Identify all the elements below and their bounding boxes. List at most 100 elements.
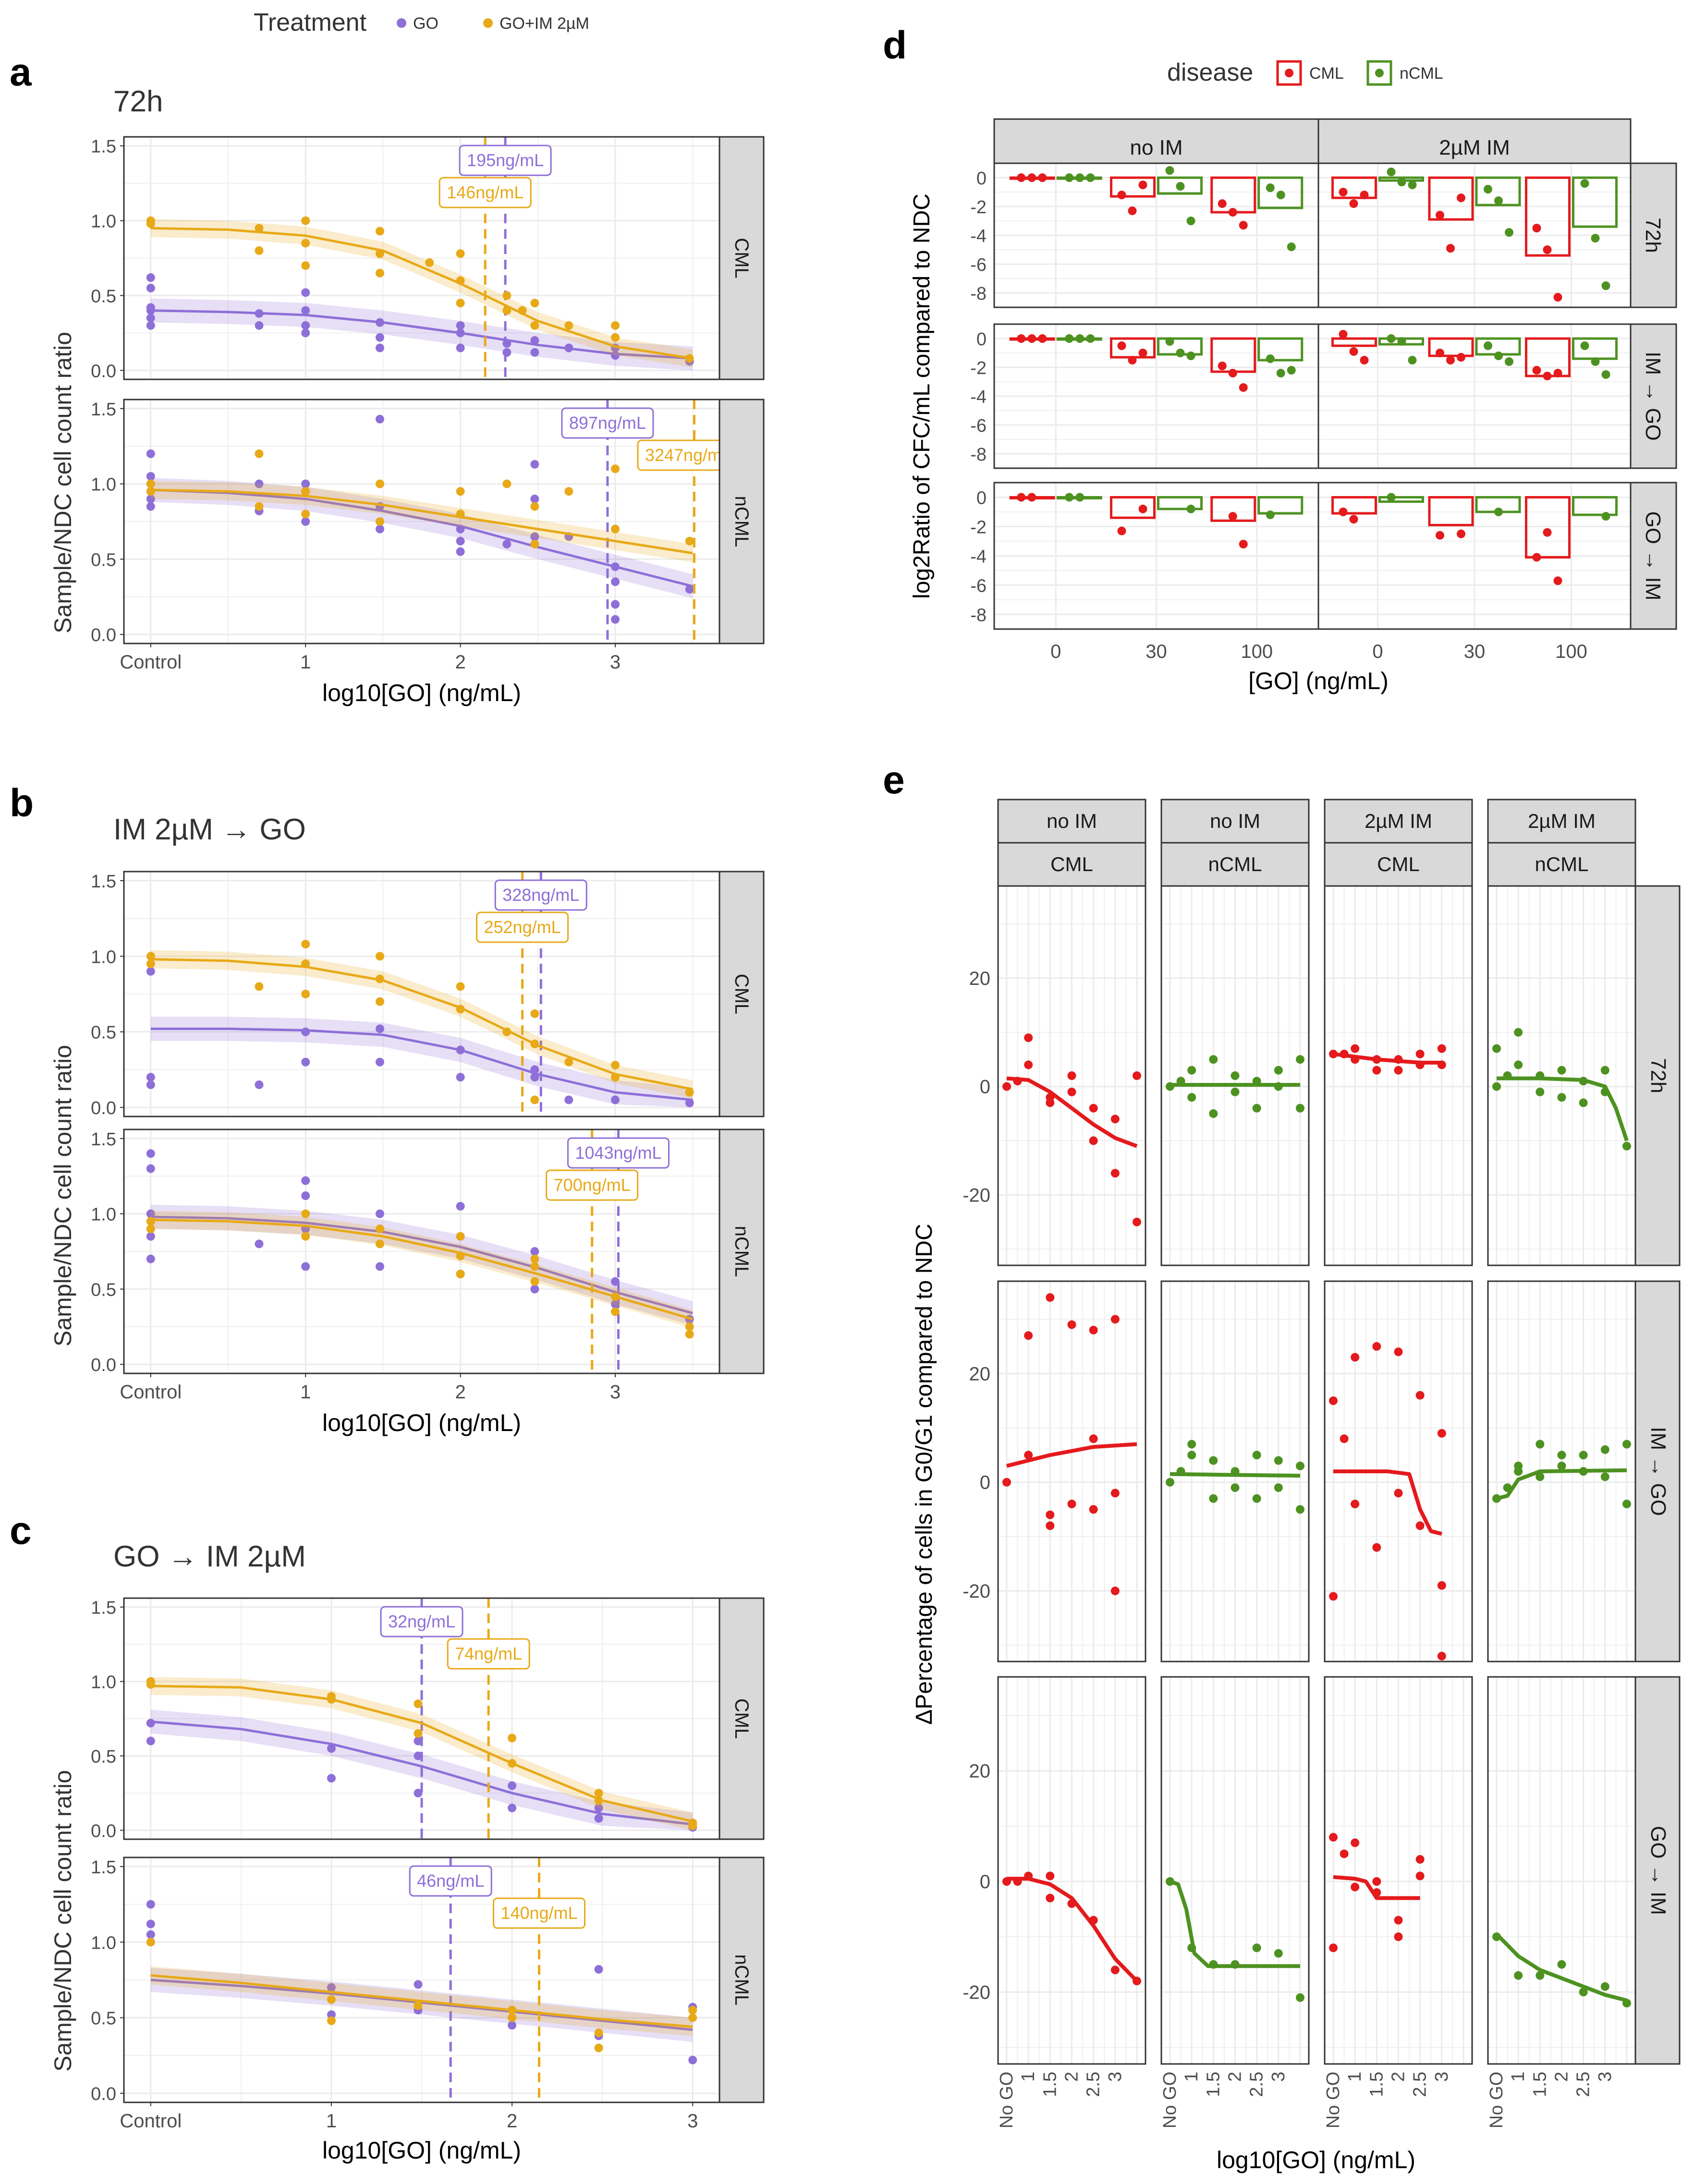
data-point-go (146, 321, 155, 330)
data-point-go (414, 1788, 423, 1797)
chart-e-panel: -20 0 20 No GO 1 1.5 2 2.5 3 (963, 1676, 1146, 2128)
ic50-label-box (494, 879, 587, 911)
data-point-goim (502, 1027, 512, 1036)
data-point-cml (1024, 1451, 1033, 1460)
x-axis-label: log10[GO] (ng/mL) (322, 679, 521, 706)
facet-strip (719, 399, 765, 644)
data-point-go (255, 479, 264, 488)
data-point-go (530, 348, 539, 357)
data-point-ncml (1600, 1472, 1609, 1481)
data-point-go (146, 1080, 155, 1089)
chart-e-panel: -20 0 20 (963, 1280, 1146, 1662)
y-tick-label: 0.0 (91, 1821, 116, 1841)
plot-border (997, 885, 1146, 1266)
data-point-ncml (1187, 1440, 1196, 1449)
data-point-cml (1349, 515, 1358, 524)
ci-ribbon-goim (150, 1677, 693, 1831)
x-tick-label: 1.5 (1530, 2072, 1550, 2097)
x-tick-label: 3 (1595, 2072, 1615, 2082)
data-point-ncml (1209, 1494, 1218, 1503)
data-point-cml (1133, 1071, 1141, 1080)
y-tick-label: -20 (963, 1581, 990, 1602)
x-tick-label: 2 (1062, 2072, 1082, 2082)
data-point-cml (1002, 1082, 1011, 1091)
data-point-ncml (1075, 173, 1085, 182)
x-tick-label: 1 (1508, 2072, 1528, 2082)
data-point-cml (1351, 1838, 1360, 1847)
data-point-go (327, 1983, 336, 1992)
data-point-go (146, 1736, 155, 1746)
data-point-ncml (1231, 1071, 1240, 1080)
fit-line-ncml (1496, 1468, 1627, 1501)
data-point-cml (1239, 540, 1248, 549)
x-tick-label: 2 (507, 2111, 517, 2132)
data-point-goim (146, 1224, 155, 1233)
data-point-goim (456, 982, 465, 991)
y-tick-label: -2 (970, 358, 987, 378)
data-point-goim (611, 333, 620, 342)
ic50-label-box (380, 1606, 463, 1638)
data-point-goim (611, 321, 620, 330)
y-tick-label: 0.5 (91, 1023, 116, 1043)
data-point-cml (1024, 1331, 1033, 1340)
x-tick-label: Control (120, 2111, 182, 2132)
data-point-ncml (1397, 337, 1406, 346)
y-tick-label: 20 (969, 1363, 991, 1384)
bar-cml (1110, 176, 1156, 198)
data-point-go (456, 343, 465, 352)
ic50-label: 897ng/mL (569, 413, 646, 433)
data-point-cml (1013, 1077, 1022, 1086)
data-point-cml (1038, 334, 1047, 343)
data-point-goim (456, 1251, 465, 1261)
data-point-cml (1017, 493, 1026, 502)
data-point-cml (1046, 1521, 1055, 1530)
facet-strip (719, 1856, 765, 2103)
data-point-cml (1218, 199, 1227, 208)
data-point-go (594, 1814, 603, 1823)
bar-ncml (1157, 176, 1203, 195)
data-point-goim (255, 982, 264, 991)
panel-a-title: 72h (113, 85, 163, 118)
data-point-ncml (1622, 1999, 1631, 2008)
data-point-goim (508, 1734, 517, 1743)
data-point-cml (1351, 1882, 1360, 1892)
chart-d-panel (1317, 162, 1632, 308)
y-tick-label: 0 (980, 1077, 990, 1098)
data-point-goim (456, 249, 465, 258)
data-point-cml (1046, 1510, 1055, 1519)
data-point-cml (1117, 191, 1126, 199)
data-point-cml (1372, 1066, 1381, 1075)
chart-d-panel: -8 -6 -4 -2 0 0 30 100 (970, 482, 1319, 662)
data-point-go (146, 449, 155, 458)
fit-line-go (150, 1720, 693, 1826)
ic50-label: 3247ng/mL (645, 445, 731, 465)
facet-row-strip (1630, 162, 1677, 308)
data-point-goim (502, 479, 512, 488)
data-point-goim (375, 1239, 384, 1249)
data-point-cml (1133, 1217, 1141, 1226)
data-point-ncml (1086, 334, 1095, 343)
data-point-cml (1457, 353, 1465, 362)
data-point-cml (1360, 191, 1369, 199)
ic50-label: 140ng/mL (500, 1903, 577, 1923)
data-point-cml (1351, 1499, 1360, 1508)
data-point-ncml (1065, 493, 1074, 502)
data-point-cml (1553, 369, 1562, 377)
data-point-ncml (1387, 168, 1396, 176)
data-point-goim (375, 974, 384, 983)
data-point-ncml (1252, 1451, 1261, 1460)
data-point-ncml (1484, 185, 1492, 194)
facet-col-strip-top (1324, 799, 1473, 844)
data-point-go (375, 524, 384, 534)
data-point-ncml (1274, 1456, 1283, 1465)
ic50-label: 32ng/mL (388, 1612, 455, 1631)
data-point-go (530, 1285, 539, 1294)
data-point-cml (1133, 1977, 1141, 1986)
data-point-cml (1067, 1087, 1076, 1096)
data-point-cml (1089, 1325, 1098, 1335)
x-tick-label: 2 (455, 1382, 465, 1403)
data-point-cml (1017, 173, 1026, 182)
data-point-ncml (1274, 1949, 1283, 1958)
data-point-ncml (1503, 1483, 1512, 1492)
data-point-go (255, 309, 264, 318)
